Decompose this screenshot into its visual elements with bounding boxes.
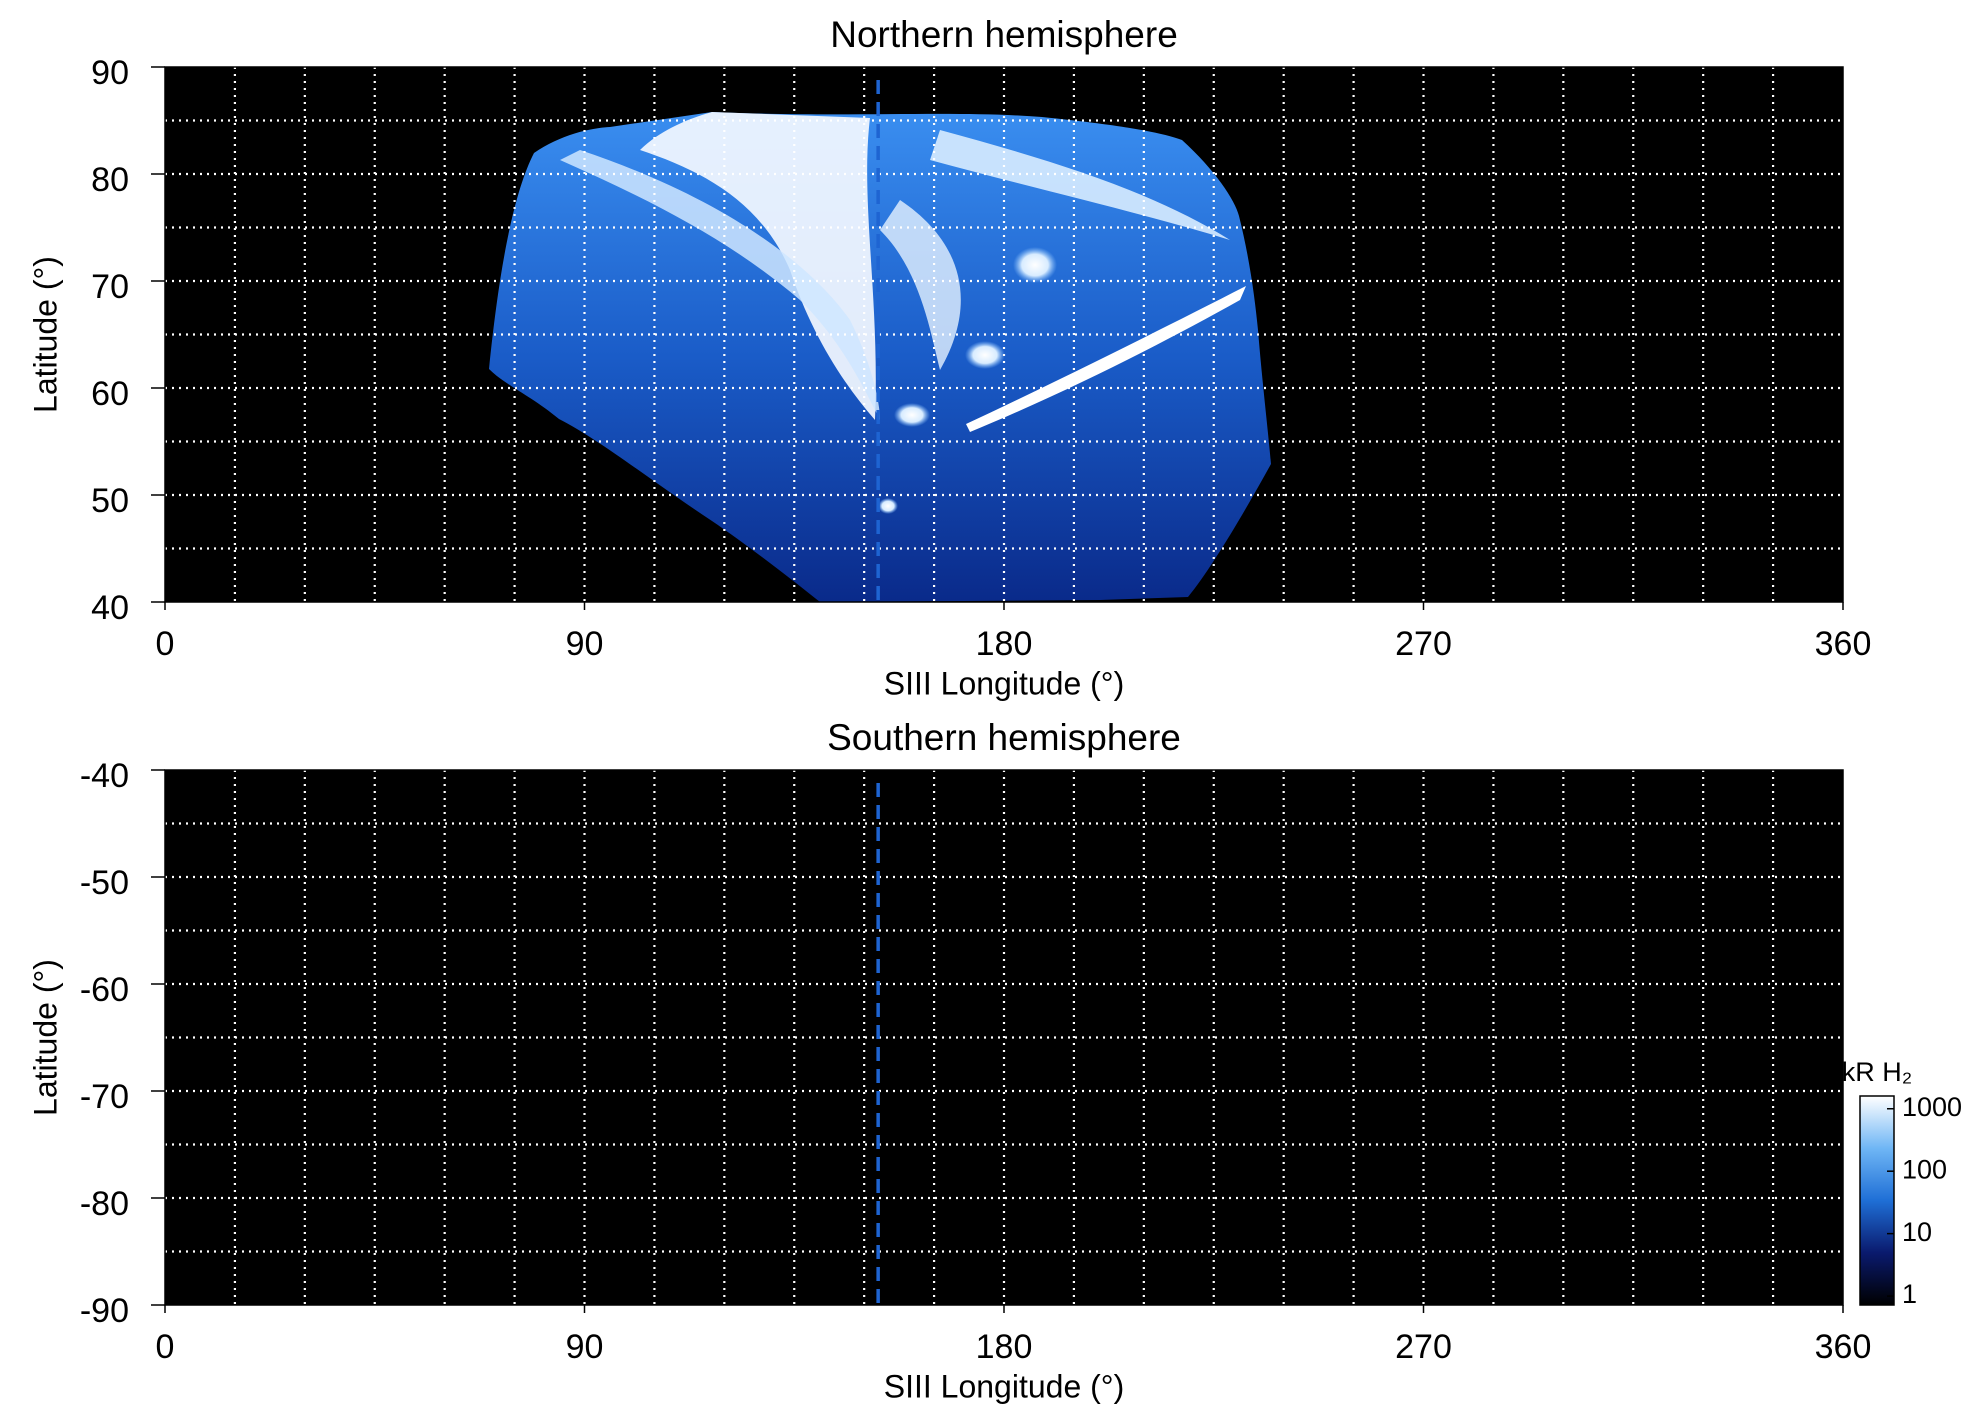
x-tick-label: 270 xyxy=(1395,1328,1452,1366)
x-tick-label: 180 xyxy=(976,625,1033,663)
x-tick-label: 360 xyxy=(1815,1328,1872,1366)
y-tick-label: 60 xyxy=(91,375,129,413)
x-tick-label: 360 xyxy=(1815,625,1872,663)
arc-left xyxy=(560,150,880,420)
y-tick-label: 90 xyxy=(91,54,129,92)
y-tick-label: -60 xyxy=(80,971,129,1009)
y-tick-label: -40 xyxy=(80,757,129,795)
y-tick-label: -80 xyxy=(80,1185,129,1223)
polar-bright xyxy=(640,112,876,420)
y-tick-label: 80 xyxy=(91,161,129,199)
colorbar-tick-label: 1000 xyxy=(1902,1092,1962,1122)
y-tick-label: -50 xyxy=(80,864,129,902)
x-tick-label: 90 xyxy=(566,1328,604,1366)
chart-title: Northern hemisphere xyxy=(830,14,1178,55)
y-axis-label: Latitude (°) xyxy=(27,256,63,413)
x-tick-label: 0 xyxy=(156,1328,175,1366)
spot xyxy=(878,498,898,514)
spot xyxy=(1013,247,1057,283)
colorbar xyxy=(1859,1095,1895,1306)
y-axis-label: Latitude (°) xyxy=(27,959,63,1116)
colorbar-tick-label: 100 xyxy=(1902,1154,1947,1184)
spot xyxy=(894,403,930,427)
colorbar-tick-label: 1 xyxy=(1902,1279,1917,1309)
colorbar-tick-label: 10 xyxy=(1902,1217,1932,1247)
x-axis-label: SIII Longitude (°) xyxy=(884,665,1124,701)
y-tick-label: 40 xyxy=(91,589,129,627)
y-tick-label: 50 xyxy=(91,482,129,520)
x-tick-label: 180 xyxy=(976,1328,1033,1366)
x-tick-label: 270 xyxy=(1395,625,1452,663)
arc-right xyxy=(930,130,1230,240)
x-axis-label: SIII Longitude (°) xyxy=(884,1368,1124,1404)
x-tick-label: 0 xyxy=(156,625,175,663)
x-tick-label: 90 xyxy=(566,625,604,663)
y-tick-label: -90 xyxy=(80,1292,129,1330)
inner-arc xyxy=(880,200,961,370)
spot xyxy=(965,341,1005,369)
aurora-image xyxy=(489,112,1271,602)
colorbar-label: kR H₂ xyxy=(1842,1057,1912,1087)
y-tick-label: 70 xyxy=(91,268,129,306)
main-oval xyxy=(966,286,1246,432)
chart-title: Southern hemisphere xyxy=(827,717,1181,758)
auroral-cap xyxy=(489,112,1271,602)
y-tick-label: -70 xyxy=(80,1078,129,1116)
